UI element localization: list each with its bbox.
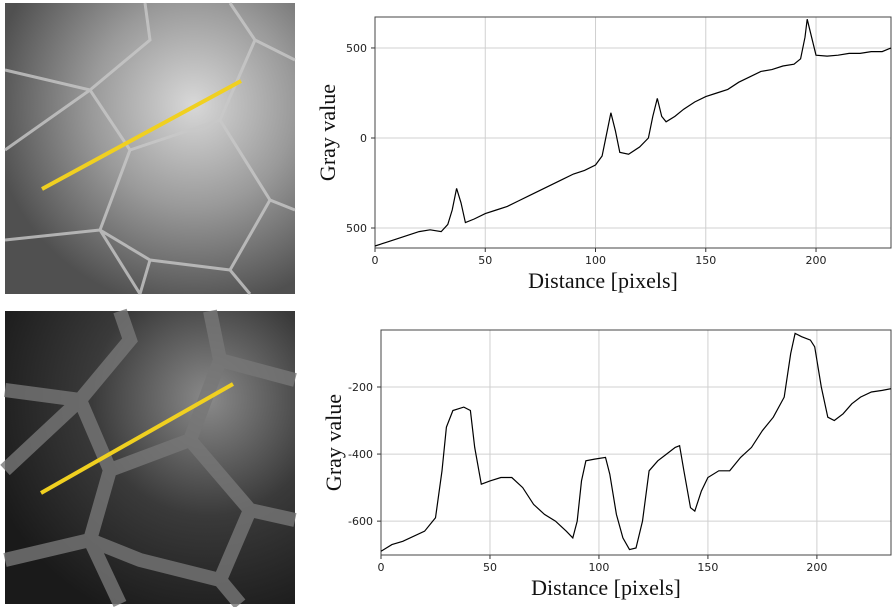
profile-line [374, 19, 892, 247]
x-tick-label: 50 [478, 254, 492, 267]
top-image [4, 2, 296, 295]
y-tick-label: 500 [346, 222, 367, 235]
bottom-image [0, 308, 297, 607]
plot-frame [374, 16, 892, 249]
y-tick-label: 0 [360, 132, 367, 145]
x-tick-label: 150 [697, 561, 718, 574]
x-tick-label: 150 [695, 254, 716, 267]
y-tick-label: 500 [346, 42, 367, 55]
x-axis-label: Distance [pixels] [531, 575, 681, 600]
x-tick-label: 200 [806, 254, 827, 267]
y-tick-label: -200 [348, 381, 373, 394]
y-tick-label: -600 [348, 515, 373, 528]
plot-frame [380, 329, 892, 556]
x-tick-label: 200 [806, 561, 827, 574]
x-tick-label: 100 [585, 254, 606, 267]
y-axis-label: Gray value [321, 394, 346, 491]
y-tick-label: -400 [348, 448, 373, 461]
profile-line [380, 332, 892, 552]
x-tick-label: 0 [372, 254, 379, 267]
x-tick-label: 100 [588, 561, 609, 574]
y-axis-label: Gray value [315, 84, 340, 181]
x-axis-label: Distance [pixels] [528, 268, 678, 293]
x-tick-label: 0 [378, 561, 385, 574]
x-tick-label: 50 [483, 561, 497, 574]
